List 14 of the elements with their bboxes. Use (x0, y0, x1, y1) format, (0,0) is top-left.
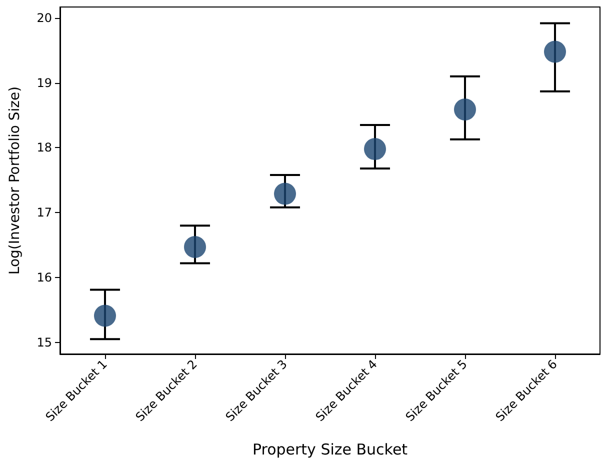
y-tick-label: 15 (36, 335, 52, 350)
point (454, 98, 476, 120)
y-tick-label: 18 (36, 140, 52, 155)
x-axis-title: Property Size Bucket (252, 440, 408, 458)
y-tick-label: 16 (36, 270, 52, 284)
y-tick-label: 17 (36, 206, 52, 220)
point (364, 138, 386, 160)
point (184, 236, 206, 258)
point (94, 304, 116, 327)
y-tick-label: 19 (36, 76, 52, 90)
y-axis-title: Log(Investor Portfolio Size) (7, 86, 23, 275)
y-tick-label: 20 (36, 11, 52, 26)
point (544, 40, 566, 63)
point (274, 182, 296, 205)
